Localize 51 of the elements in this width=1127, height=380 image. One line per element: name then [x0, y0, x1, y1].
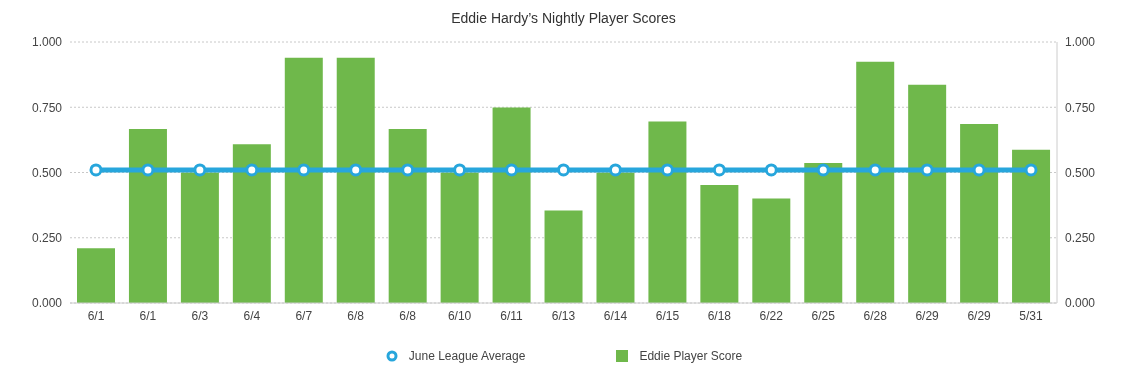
x-tick-label: 6/4 — [243, 308, 261, 323]
x-tick-label: 6/29 — [915, 308, 940, 323]
bar — [492, 107, 531, 303]
bar — [960, 123, 999, 303]
x-tick-label: 6/22 — [759, 308, 784, 323]
y2-tick-label: 0.250 — [1065, 231, 1096, 246]
bar — [856, 61, 895, 303]
x-tick-label: 6/8 — [399, 308, 417, 323]
bar — [388, 128, 427, 303]
y2-tick-label: 0.500 — [1065, 165, 1096, 180]
legend-label: Eddie Player Score — [639, 349, 743, 363]
y-tick-label: 0.750 — [31, 100, 63, 115]
y2-tick-label: 0.000 — [1065, 296, 1096, 311]
y-tick-label: 0.250 — [31, 231, 63, 246]
x-tick-label: 6/18 — [707, 308, 732, 323]
bar — [77, 248, 115, 303]
y-tick-label: 0.000 — [31, 296, 63, 311]
bar — [752, 198, 791, 303]
bar — [440, 172, 479, 303]
x-tick-label: 5/31 — [1019, 308, 1044, 323]
legend-label: June League Average — [408, 349, 526, 363]
bar — [596, 172, 635, 303]
bar — [232, 144, 271, 303]
bar — [1012, 149, 1051, 303]
x-tick-label: 6/15 — [655, 308, 680, 323]
x-tick-label: 6/8 — [347, 308, 365, 323]
y2-tick-label: 0.750 — [1065, 100, 1096, 115]
x-tick-label: 6/11 — [500, 308, 524, 323]
x-tick-label: 6/14 — [603, 308, 628, 323]
x-tick-label: 6/25 — [811, 308, 836, 323]
x-tick-label: 6/1 — [139, 308, 157, 323]
bar — [284, 57, 323, 303]
bar — [908, 84, 947, 303]
x-tick-label: 6/3 — [191, 308, 209, 323]
x-tick-label: 6/13 — [551, 308, 576, 323]
bar — [648, 121, 687, 303]
y-tick-label: 1.000 — [31, 35, 63, 50]
x-tick-label: 6/28 — [863, 308, 888, 323]
x-tick-label: 6/29 — [967, 308, 992, 323]
y-tick-label: 0.500 — [31, 165, 63, 180]
bar — [128, 128, 167, 303]
bar — [336, 57, 375, 303]
chart-title: Eddie Hardy’s Nightly Player Scores — [450, 9, 677, 28]
bar — [180, 172, 219, 303]
x-tick-label: 6/7 — [295, 308, 313, 323]
bar — [700, 185, 739, 303]
x-tick-label: 6/10 — [447, 308, 472, 323]
y2-tick-label: 1.000 — [1065, 35, 1096, 50]
bar — [804, 163, 843, 303]
bar — [544, 210, 583, 303]
x-tick-label: 6/1 — [87, 308, 105, 323]
